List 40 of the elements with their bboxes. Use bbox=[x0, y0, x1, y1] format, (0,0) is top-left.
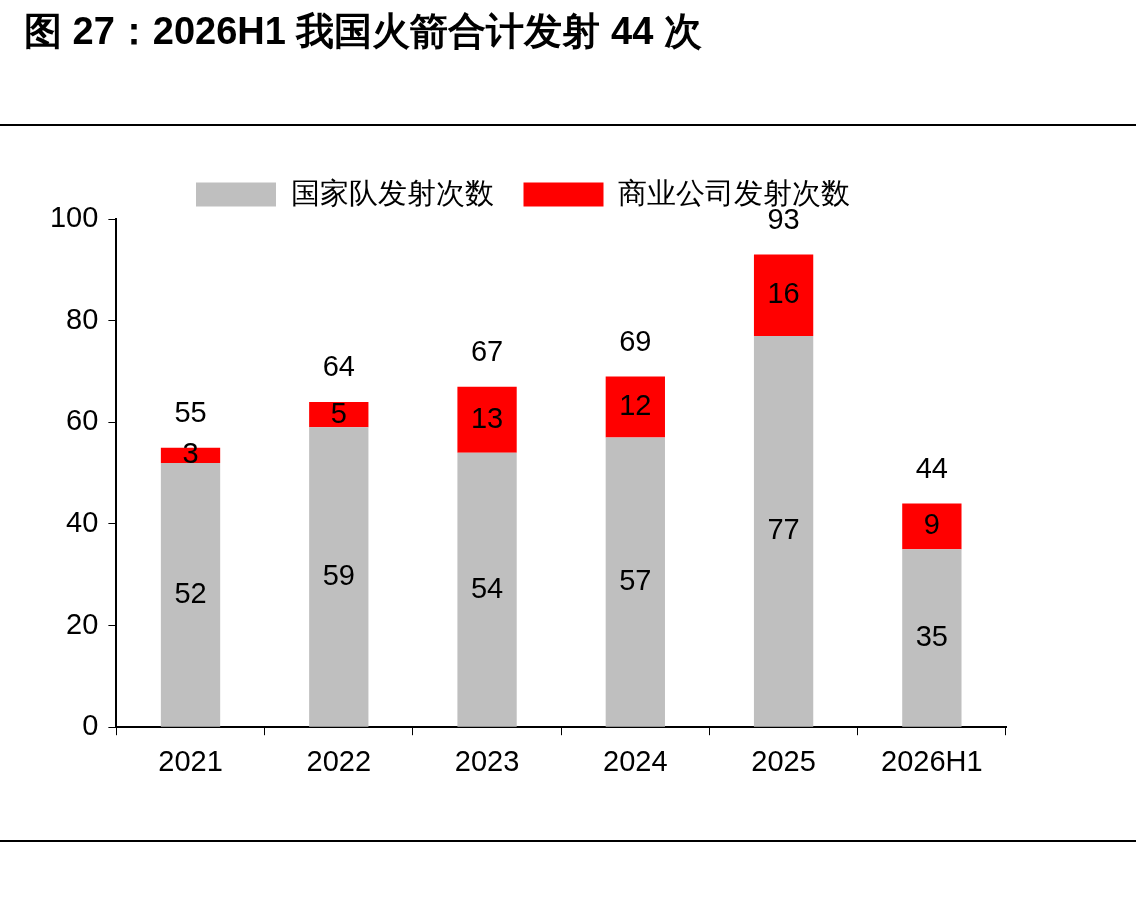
x-tick-label: 2023 bbox=[454, 744, 520, 777]
data-label: 57 bbox=[619, 564, 652, 597]
total-label: 55 bbox=[174, 395, 207, 428]
x-tick-label: 2026H1 bbox=[881, 744, 983, 777]
total-label: 44 bbox=[915, 451, 948, 484]
bar bbox=[309, 427, 369, 727]
x-tick-label: 2021 bbox=[158, 744, 223, 777]
y-tick-label: 60 bbox=[66, 404, 99, 437]
x-tick-label: 2025 bbox=[751, 744, 816, 777]
data-label: 77 bbox=[767, 513, 800, 546]
bar bbox=[605, 437, 665, 727]
y-tick-label: 0 bbox=[82, 709, 99, 742]
total-label: 67 bbox=[470, 334, 504, 367]
x-tick-label: 2022 bbox=[306, 744, 372, 777]
bar bbox=[902, 503, 962, 550]
y-tick-label: 20 bbox=[66, 607, 99, 640]
data-label: 35 bbox=[915, 620, 948, 653]
bar bbox=[160, 462, 221, 727]
bar bbox=[457, 386, 517, 453]
y-tick-label: 40 bbox=[66, 505, 99, 538]
legend-label: 国家队发射次数 bbox=[290, 176, 494, 209]
total-label: 69 bbox=[619, 324, 652, 357]
bar bbox=[753, 335, 814, 727]
bar bbox=[753, 254, 814, 336]
y-tick-label: 100 bbox=[49, 201, 99, 233]
bar bbox=[457, 452, 517, 727]
data-label: 16 bbox=[767, 277, 800, 310]
bar bbox=[605, 376, 665, 438]
total-label: 64 bbox=[322, 349, 355, 382]
data-label: 54 bbox=[470, 571, 504, 604]
data-label: 13 bbox=[470, 401, 504, 434]
data-label: 9 bbox=[923, 508, 940, 541]
data-label: 5 bbox=[330, 396, 347, 429]
y-tick-label: 80 bbox=[66, 302, 99, 335]
data-label: 59 bbox=[322, 559, 355, 592]
bar bbox=[902, 549, 962, 727]
chart-title: 图 27：2026H1 我国火箭合计发射 44 次 bbox=[24, 9, 702, 54]
data-label: 52 bbox=[174, 576, 207, 609]
x-tick-label: 2024 bbox=[603, 744, 668, 777]
data-label: 12 bbox=[619, 389, 652, 422]
